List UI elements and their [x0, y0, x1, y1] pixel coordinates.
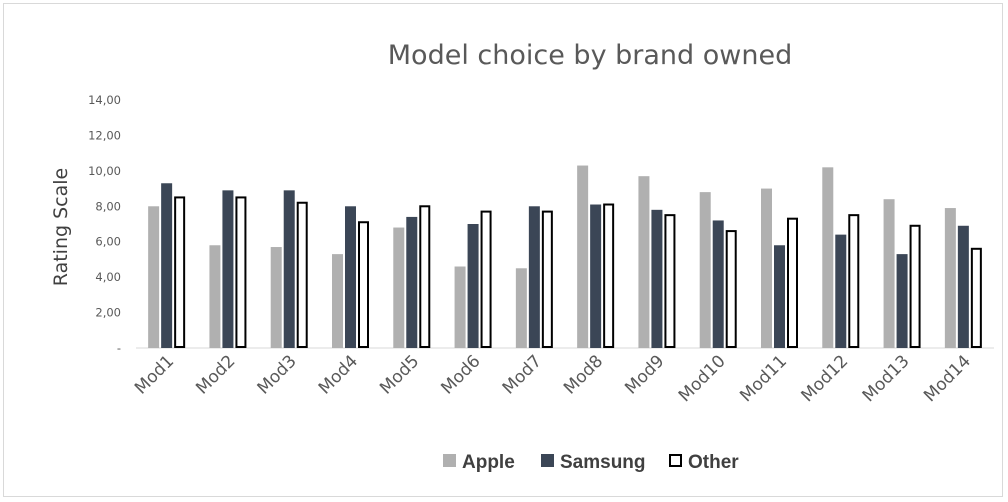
legend-swatch-apple: [443, 454, 456, 467]
x-tick-label: Mod1: [131, 351, 178, 398]
bar-apple-mod1: [148, 206, 160, 348]
x-tick-label: Mod10: [675, 351, 730, 406]
y-tick-label: 4,00: [95, 270, 121, 284]
category-labels: Mod1 Mod2 Mod3 Mod4 Mod5 Mod6 Mod7 Mod8 Mod9 Mod1…: [131, 351, 975, 406]
bar-apple-mod6: [454, 266, 466, 348]
bar-apple-mod12: [822, 167, 834, 348]
x-tick-label: Mod6: [437, 351, 484, 398]
x-tick-label: Mod5: [376, 351, 423, 398]
bar-apple-mod4: [332, 254, 343, 348]
bar-apple-mod11: [761, 188, 772, 348]
bar-other-mod7: [541, 210, 553, 348]
bar-other-mod1: [174, 196, 186, 348]
bar-other-mod4: [358, 221, 369, 349]
x-tick-label: Mod11: [736, 351, 791, 406]
bar-samsung-mod11: [774, 245, 785, 348]
bar-other-mod11: [787, 217, 798, 348]
bar-other-mod5: [419, 205, 431, 348]
chart-frame: Model choice by brand owned Rating Scale…: [3, 3, 1003, 497]
legend-swatch-samsung: [541, 454, 554, 467]
bar-samsung-mod3: [283, 190, 295, 348]
legend: Apple Samsung Other: [443, 452, 739, 473]
x-tick-label: Mod9: [621, 351, 668, 398]
chart-svg: Model choice by brand owned Rating Scale…: [50, 40, 994, 473]
bar-samsung-mod1: [161, 183, 173, 348]
bar-apple-mod5: [393, 227, 405, 348]
bar-samsung-mod5: [406, 216, 418, 348]
x-tick-label: Mod3: [254, 351, 301, 398]
bars-layer: [148, 165, 982, 349]
bar-other-mod8: [603, 203, 615, 348]
bar-other-mod14: [970, 247, 982, 348]
x-tick-label: Mod7: [499, 351, 546, 398]
y-tick-label: -: [117, 341, 121, 355]
x-tick-label: Mod8: [560, 351, 607, 398]
bar-samsung-mod14: [957, 225, 969, 348]
bar-apple-mod10: [699, 192, 711, 348]
bar-apple-mod9: [638, 176, 650, 348]
y-tick-label: 10,00: [88, 164, 121, 178]
y-tick-label: 2,00: [95, 306, 121, 320]
bar-samsung-mod2: [222, 190, 234, 348]
y-tick-label: 12,00: [88, 128, 121, 142]
bar-other-mod12: [848, 214, 860, 348]
bar-samsung-mod7: [528, 206, 540, 348]
bar-other-mod6: [480, 210, 492, 348]
legend-swatch-other: [669, 454, 682, 467]
bar-samsung-mod4: [345, 206, 356, 348]
bar-other-mod2: [235, 196, 247, 348]
bar-samsung-mod6: [467, 224, 479, 348]
x-tick-label: Mod13: [859, 351, 914, 406]
bar-samsung-mod13: [896, 254, 908, 348]
bar-apple-mod13: [883, 199, 895, 348]
x-tick-label: Mod2: [192, 351, 239, 398]
bar-samsung-mod9: [651, 209, 663, 348]
bar-other-mod10: [725, 230, 737, 348]
bar-samsung-mod10: [712, 220, 724, 348]
x-tick-label: Mod12: [798, 351, 853, 406]
bar-apple-mod2: [209, 245, 221, 348]
x-tick-label: Mod4: [315, 351, 362, 398]
y-tick-label: 14,00: [88, 93, 121, 107]
chart-title: Model choice by brand owned: [388, 40, 792, 71]
bar-samsung-mod12: [835, 234, 847, 348]
bar-samsung-mod8: [590, 204, 602, 348]
legend-label-samsung: Samsung: [560, 452, 646, 473]
y-axis-label: Rating Scale: [50, 168, 72, 286]
bar-apple-mod3: [270, 247, 282, 348]
bar-other-mod3: [296, 201, 308, 348]
y-tick-label: 8,00: [95, 199, 121, 213]
bar-other-mod9: [664, 214, 676, 348]
bar-apple-mod8: [577, 165, 589, 348]
x-tick-label: Mod14: [920, 351, 975, 406]
legend-label-apple: Apple: [462, 452, 515, 473]
legend-label-other: Other: [688, 452, 739, 473]
bar-other-mod13: [909, 224, 921, 348]
bar-apple-mod14: [944, 208, 956, 348]
y-tick-label: 6,00: [95, 235, 121, 249]
bar-apple-mod7: [515, 268, 527, 348]
